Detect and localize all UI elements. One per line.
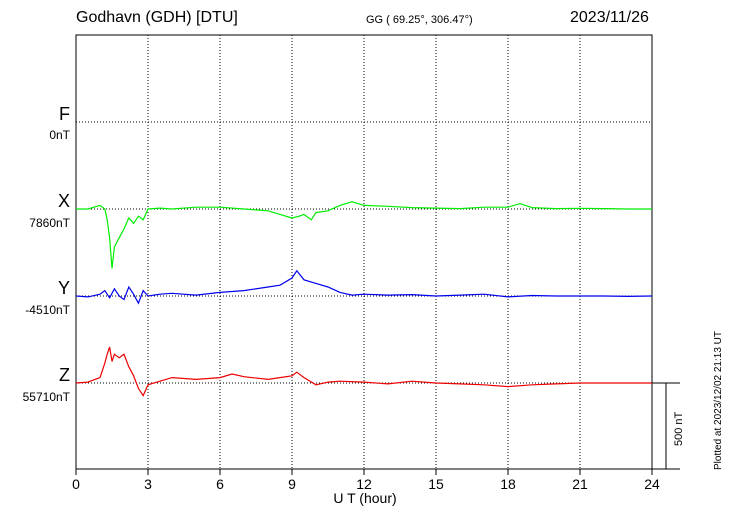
series-line-y xyxy=(75,269,653,305)
station-title: Godhavn (GDH) [DTU] xyxy=(76,9,238,26)
series-line-x xyxy=(76,201,652,269)
series-y-name: Y xyxy=(57,278,70,298)
series-line-z xyxy=(75,346,652,397)
x-tick-label: 18 xyxy=(500,476,516,492)
scale-bar-label: 500 nT xyxy=(673,411,685,446)
chart-date: 2023/11/26 xyxy=(570,9,649,26)
x-tick-label: 15 xyxy=(428,476,444,492)
series-f-baseline: 0nT xyxy=(49,128,70,142)
x-tick-label: 6 xyxy=(216,476,224,492)
x-axis-title: U T (hour) xyxy=(333,490,397,506)
series-y-baseline: -4510nT xyxy=(25,303,70,317)
series-z-baseline: 55710nT xyxy=(22,390,70,404)
plotted-timestamp: Plotted at 2023/12/02 21:13 UT xyxy=(713,331,724,470)
series-z-name: Z xyxy=(59,365,70,385)
x-tick-label: 9 xyxy=(288,476,296,492)
series-x-name: X xyxy=(57,191,70,211)
x-tick-label: 12 xyxy=(356,476,372,492)
x-tick-label: 3 xyxy=(144,476,152,492)
series-f-name: F xyxy=(59,104,70,124)
station-coordinates: GG ( 69.25°, 306.47°) xyxy=(366,14,473,26)
series-x-baseline: 7860nT xyxy=(29,216,70,230)
x-tick-label: 24 xyxy=(644,476,660,492)
x-tick-label: 0 xyxy=(72,476,80,492)
x-tick-label: 21 xyxy=(572,476,588,492)
